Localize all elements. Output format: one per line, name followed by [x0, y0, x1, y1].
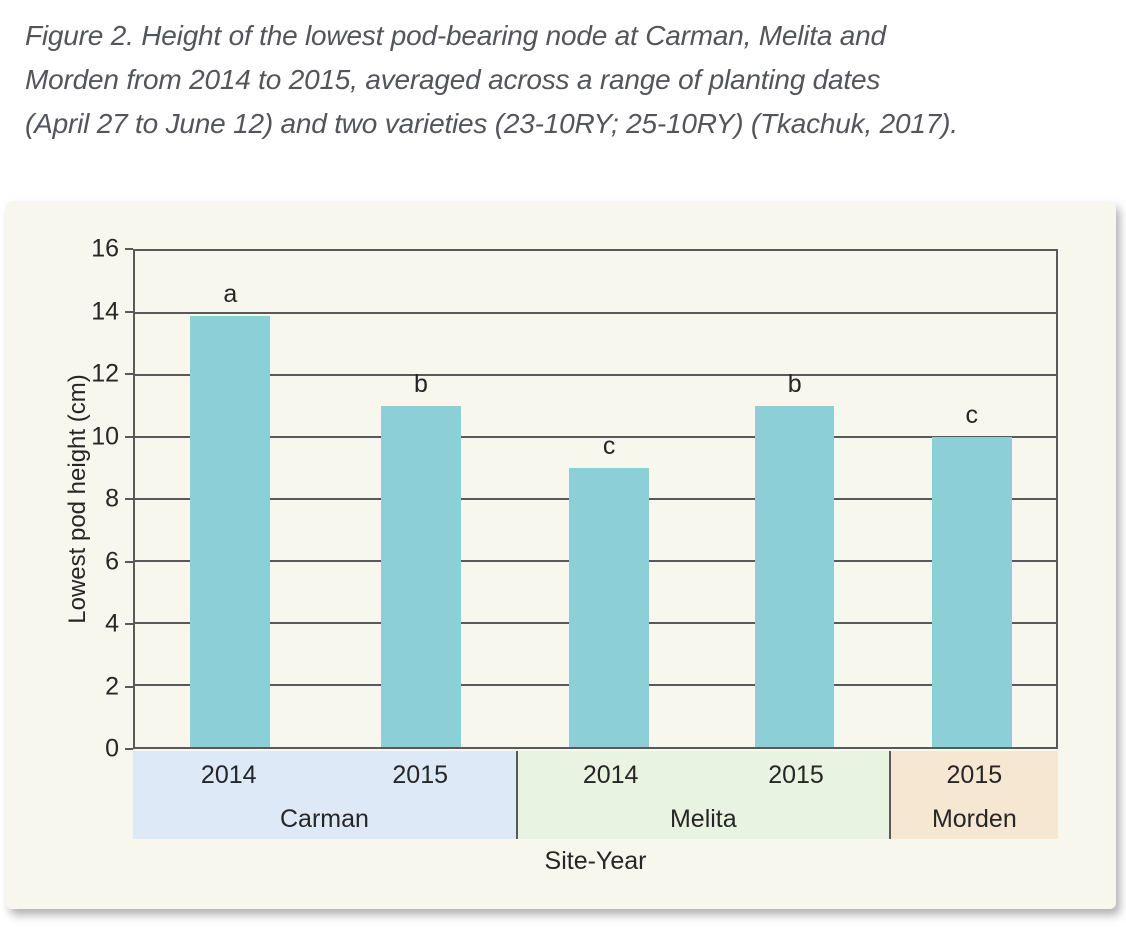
band-site-label-carman: Carman [280, 805, 369, 833]
y-tick-label-12: 12 [91, 359, 119, 388]
band-melita: 2014 2015 Melita [515, 751, 889, 839]
band-site-label-melita: Melita [669, 805, 737, 833]
bar-carman-2014 [190, 316, 271, 747]
y-tick-mark-14 [125, 310, 133, 313]
band-morden: 2015 Morden [888, 751, 1058, 839]
gridline-10 [135, 436, 1056, 438]
y-tick-label-6: 6 [105, 547, 119, 575]
y-tick-mark-8 [125, 498, 133, 500]
y-tick-label-14: 14 [91, 297, 119, 325]
x-axis-title: Site-Year [544, 847, 647, 875]
figure-caption: Figure 2. Height of the lowest pod-beari… [25, 14, 1095, 146]
bar-carman-2015 [381, 406, 461, 747]
y-tick-mark-10 [125, 435, 133, 438]
caption-line-1: Figure 2. Height of the lowest pod-beari… [25, 20, 886, 51]
y-tick-label-10: 10 [91, 422, 119, 450]
gridline-14 [135, 312, 1056, 314]
y-tick-mark-0 [125, 748, 133, 750]
y-tick-label-8: 8 [105, 484, 119, 513]
sig-letter-morden-2015: c [965, 401, 978, 429]
sig-letter-melita-2014: c [602, 432, 616, 460]
band-site-label-morden: Morden [931, 805, 1017, 833]
band-year-label-melita-2014: 2014 [582, 761, 639, 789]
y-tick-label-16: 16 [91, 234, 119, 263]
y-tick-mark-16 [125, 248, 133, 250]
caption-line-2: Morden from 2014 to 2015, averaged acros… [25, 64, 881, 95]
y-axis-tick-marks [125, 248, 133, 750]
y-tick-label-2: 2 [105, 672, 119, 700]
sig-letter-melita-2015: b [787, 370, 802, 398]
y-tick-label-0: 0 [105, 734, 119, 763]
y-tick-mark-12 [125, 373, 133, 375]
bar-morden-2015 [931, 437, 1012, 747]
caption-line-3: (April 27 to June 12) and two varieties … [25, 108, 958, 139]
bar-melita-2014 [569, 468, 649, 747]
y-tick-label-4: 4 [105, 609, 119, 638]
y-tick-mark-2 [125, 685, 133, 688]
gridline-12 [135, 374, 1056, 376]
band-carman: 2014 2015 Carman [133, 751, 516, 839]
band-year-label-melita-2015: 2015 [768, 761, 824, 789]
x-axis-band-table: 2014 2015 Carman 2014 2015 Melita 2015 Morden [133, 751, 1058, 839]
band-year-label-carman-2015: 2015 [392, 761, 449, 789]
bar-melita-2015 [754, 406, 835, 747]
plot-area: a b c b c [133, 249, 1058, 749]
y-axis-tick-labels: 0 2 4 6 8 10 12 14 16 [6, 236, 125, 761]
band-year-label-morden-2015: 2015 [946, 761, 1003, 789]
sig-letter-carman-2014: a [223, 280, 238, 309]
y-tick-mark-6 [125, 560, 133, 563]
y-tick-mark-4 [125, 623, 133, 625]
sig-letter-carman-2015: b [414, 370, 428, 398]
band-year-label-carman-2014: 2014 [200, 761, 257, 789]
